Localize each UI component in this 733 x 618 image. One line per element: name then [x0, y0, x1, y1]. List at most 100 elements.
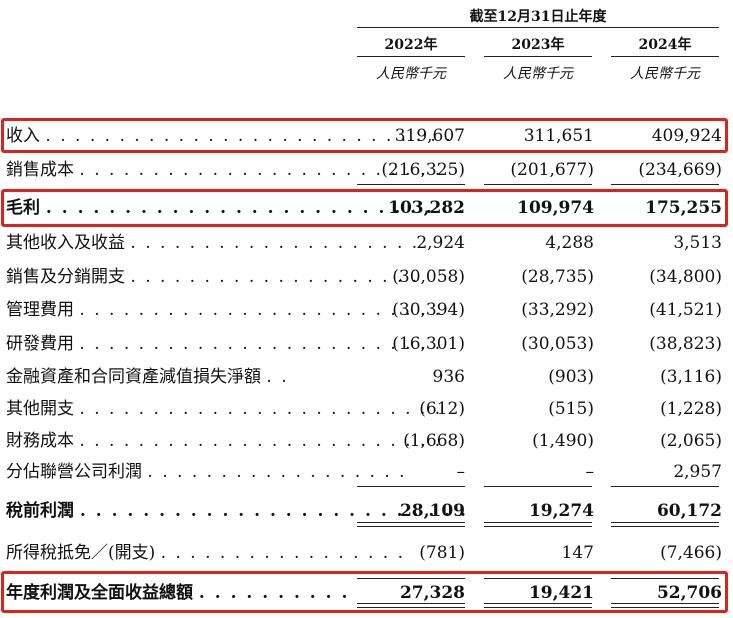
- total-line-2022-bottom-1: [357, 603, 465, 604]
- leader-dots: . . . . . . . . . . . . . . . . . . . . …: [79, 334, 443, 354]
- leader-dots: . . . . . . . . . . . . . . . . . . . . …: [79, 300, 443, 320]
- value-cell-2024: (234,669): [638, 160, 722, 180]
- pretax-line-2022-bottom-1: [357, 522, 465, 523]
- leader-dots: . .: [266, 367, 289, 387]
- total-line-2022-bottom-2: [357, 607, 465, 608]
- pretax-line-2022-bottom-2: [357, 526, 465, 527]
- value-cell-2023: 19,274: [528, 501, 594, 521]
- value-cell-2024: (7,466): [660, 543, 722, 563]
- row-label-text: 研發費用: [6, 334, 74, 354]
- total-line-2024-top: [611, 578, 719, 579]
- value-cell-2022: (30,394): [392, 300, 465, 320]
- year-2022-underline: [357, 56, 465, 57]
- value-cell-2024: (3,116): [660, 367, 722, 387]
- unit-2024: 人民幣千元: [630, 66, 700, 82]
- leader-dots: . . . . . . . . . . . . . . . . . . . . …: [79, 399, 443, 419]
- row-label-text: 年度利潤及全面收益總額: [6, 583, 193, 603]
- value-cell-2022: 28,109: [399, 501, 465, 521]
- row-label: 分佔聯營公司利潤 . . . . . . . . . . . . . . . .…: [6, 457, 407, 487]
- row-label-text: 金融資產和合同資產減值損失淨額: [6, 367, 261, 387]
- value-cell-2022: (216,325): [381, 160, 465, 180]
- year-2023-header: 2023年: [511, 37, 565, 53]
- value-cell-2023: 147: [561, 543, 594, 563]
- subtotal-line-2024-b: [611, 184, 719, 185]
- leader-dots: . . . . . . . . . . . . . . . . . . . . …: [79, 501, 468, 521]
- year-2023-underline: [484, 56, 592, 57]
- row-label-text: 稅前利潤: [6, 501, 74, 521]
- row-label-text: 銷售及分銷開支: [6, 267, 125, 287]
- row-label: 稅前利潤 . . . . . . . . . . . . . . . . . .…: [6, 496, 468, 526]
- leader-dots: . . . . . . . . . . . . . . . . .: [160, 543, 405, 563]
- unit-2022: 人民幣千元: [376, 66, 446, 82]
- row-label: 財務成本 . . . . . . . . . . . . . . . . . .…: [6, 426, 442, 456]
- period-header: 截至12月31日止年度: [469, 9, 607, 25]
- table-row: 毛利 . . . . . . . . . . . . . . . . . . .…: [0, 193, 733, 223]
- row-label: 銷售成本 . . . . . . . . . . . . . . . . . .…: [6, 155, 442, 185]
- period-underline: [357, 27, 719, 28]
- subtotal-line-2022-b: [357, 184, 465, 185]
- value-cell-2022: (612): [419, 399, 465, 419]
- value-cell-2022: (781): [419, 543, 465, 563]
- table-row: 銷售成本 . . . . . . . . . . . . . . . . . .…: [0, 155, 733, 185]
- leader-dots: . . . . . . . . . . . . . . . . . . . .: [130, 267, 420, 287]
- value-cell-2024: 52,706: [656, 583, 722, 603]
- value-cell-2024: 409,924: [651, 126, 722, 146]
- leader-dots: . . . . . . . . . . . . . . . . . . . . …: [45, 126, 453, 146]
- highlight-total-profit: [1, 571, 728, 613]
- value-cell-2022: 27,328: [399, 583, 465, 603]
- value-cell-2023: 109,974: [517, 198, 594, 218]
- pretax-line-2024-bottom-2: [611, 526, 719, 527]
- row-label: 收入 . . . . . . . . . . . . . . . . . . .…: [6, 121, 453, 151]
- row-label: 毛利 . . . . . . . . . . . . . . . . . . .…: [6, 193, 466, 223]
- table-row: 年度利潤及全面收益總額 . . . . . . . . . . 27,328 19,…: [0, 578, 733, 608]
- table-row: 分佔聯營公司利潤 . . . . . . . . . . . . . . . .…: [0, 457, 733, 487]
- value-cell-2023: 4,288: [545, 233, 594, 253]
- value-cell-2023: (515): [548, 399, 594, 419]
- row-label-text: 收入: [6, 126, 40, 146]
- value-cell-2022: (16,301): [392, 334, 465, 354]
- value-cell-2022: (30,058): [392, 267, 465, 287]
- value-cell-2023: (903): [548, 367, 594, 387]
- value-cell-2023: (28,735): [521, 267, 594, 287]
- value-cell-2023: (1,490): [532, 431, 594, 451]
- pretax-line-2024-top: [611, 486, 719, 487]
- row-label-text: 其他收入及收益: [6, 233, 125, 253]
- total-line-2023-bottom-1: [484, 603, 592, 604]
- total-line-2024-bottom-1: [611, 603, 719, 604]
- leader-dots: . . . . . . . . . . . . . . . . . . . . …: [79, 160, 443, 180]
- value-cell-2022: 319,607: [394, 126, 465, 146]
- year-2024-header: 2024年: [638, 37, 692, 53]
- total-line-2023-top: [484, 578, 592, 579]
- value-cell-2023: (33,292): [521, 300, 594, 320]
- row-label: 其他收入及收益 . . . . . . . . . . . . . . . . …: [6, 228, 419, 258]
- leader-dots: . . . . . . . . . . . . . . . . . .: [147, 462, 407, 482]
- value-cell-2022: (1,668): [403, 431, 465, 451]
- value-cell-2023: –: [585, 462, 595, 482]
- leader-dots: . . . . . . . . . . . . . . . . . . . . …: [45, 198, 466, 218]
- year-2022-header: 2022年: [384, 37, 438, 53]
- value-cell-2024: 175,255: [645, 198, 722, 218]
- highlight-revenue: [1, 118, 728, 153]
- value-cell-2024: (1,228): [660, 399, 722, 419]
- table-row: 財務成本 . . . . . . . . . . . . . . . . . .…: [0, 426, 733, 456]
- value-cell-2024: (41,521): [649, 300, 722, 320]
- row-label: 年度利潤及全面收益總額 . . . . . . . . . .: [6, 578, 349, 608]
- table-row: 收入 . . . . . . . . . . . . . . . . . . .…: [0, 121, 733, 151]
- row-label-text: 毛利: [6, 198, 40, 218]
- value-cell-2023: (201,677): [510, 160, 594, 180]
- table-row: 其他開支 . . . . . . . . . . . . . . . . . .…: [0, 394, 733, 424]
- value-cell-2022: 103,282: [388, 198, 465, 218]
- leader-dots: . . . . . . . . . . . . . . . . . . . . …: [79, 431, 443, 451]
- pretax-line-2024-bottom-1: [611, 522, 719, 523]
- row-label-text: 其他開支: [6, 399, 74, 419]
- value-cell-2024: 60,172: [656, 501, 722, 521]
- row-label: 金融資產和合同資產減值損失淨額 . .: [6, 362, 289, 392]
- leader-dots: . . . . . . . . . .: [198, 583, 350, 603]
- total-line-2024-bottom-2: [611, 607, 719, 608]
- year-2024-underline: [611, 56, 719, 57]
- total-line-2022-top: [357, 578, 465, 579]
- value-cell-2022: 2,924: [416, 233, 465, 253]
- row-label: 其他開支 . . . . . . . . . . . . . . . . . .…: [6, 394, 442, 424]
- unit-2023: 人民幣千元: [503, 66, 573, 82]
- table-row: 稅前利潤 . . . . . . . . . . . . . . . . . .…: [0, 496, 733, 526]
